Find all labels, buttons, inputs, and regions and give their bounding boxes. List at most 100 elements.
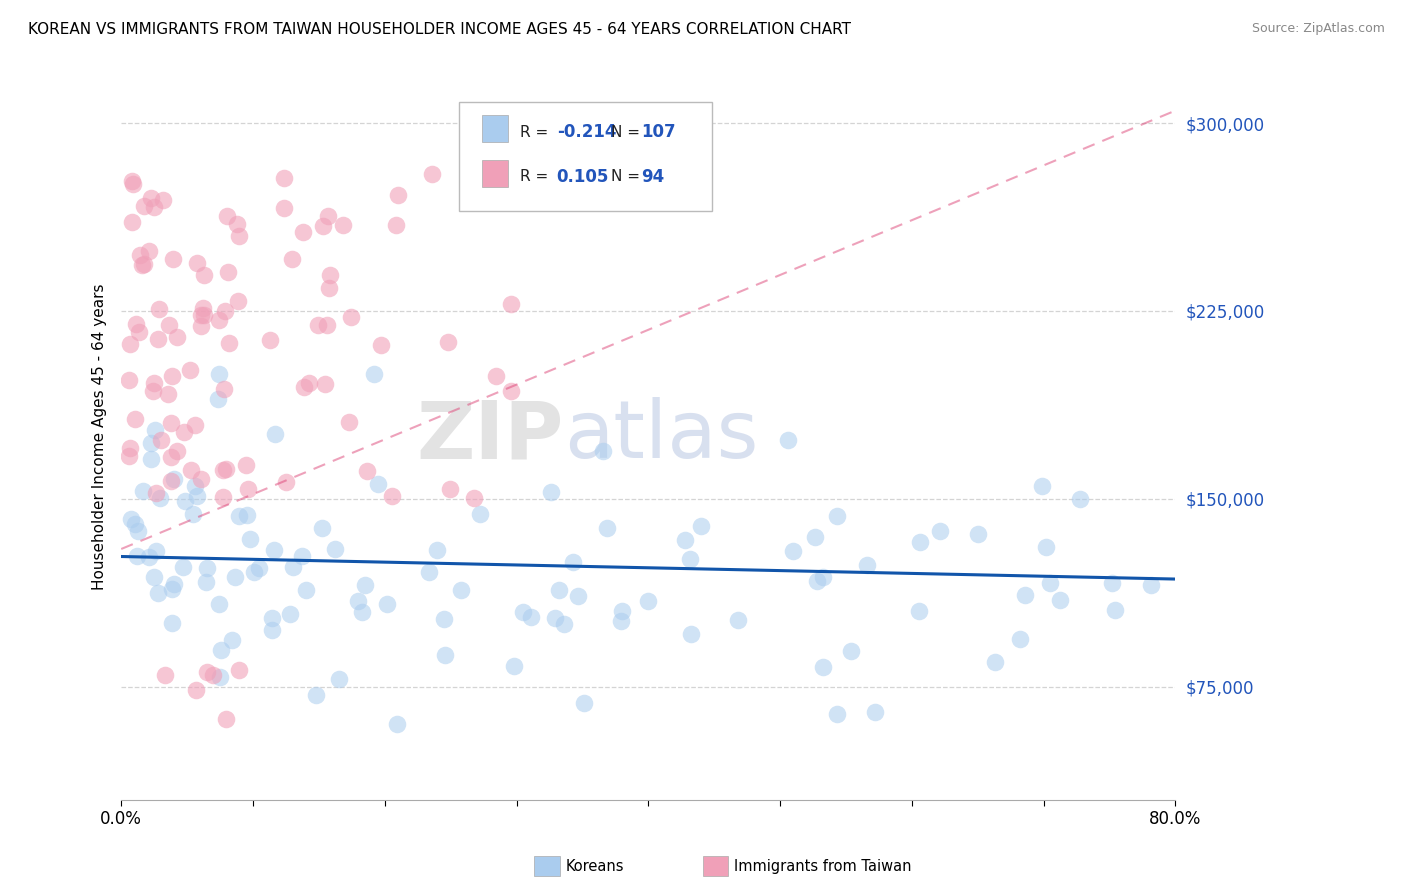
Point bbox=[195, 665, 218, 680]
Point bbox=[553, 616, 575, 631]
FancyBboxPatch shape bbox=[482, 160, 508, 186]
Point bbox=[291, 225, 314, 239]
Point bbox=[592, 444, 614, 458]
Point bbox=[339, 415, 361, 429]
Point bbox=[1014, 588, 1036, 602]
Point bbox=[128, 248, 150, 262]
Point bbox=[1031, 479, 1053, 493]
Point bbox=[224, 570, 246, 584]
Point bbox=[314, 376, 336, 391]
Point bbox=[281, 560, 304, 574]
Point bbox=[217, 210, 239, 224]
Text: N =: N = bbox=[612, 125, 645, 140]
Point bbox=[163, 472, 186, 486]
Point bbox=[278, 607, 301, 621]
Point bbox=[149, 491, 172, 505]
Point bbox=[146, 332, 169, 346]
FancyBboxPatch shape bbox=[458, 102, 711, 211]
Point bbox=[339, 310, 361, 325]
Point bbox=[142, 384, 165, 399]
Point bbox=[215, 462, 238, 476]
Point bbox=[121, 215, 143, 229]
Point bbox=[124, 516, 146, 531]
Point bbox=[562, 555, 585, 569]
Point bbox=[434, 648, 457, 662]
Point bbox=[166, 329, 188, 343]
Text: KOREAN VS IMMIGRANTS FROM TAIWAN HOUSEHOLDER INCOME AGES 45 - 64 YEARS CORRELATI: KOREAN VS IMMIGRANTS FROM TAIWAN HOUSEHO… bbox=[28, 22, 851, 37]
Text: 0.105: 0.105 bbox=[557, 168, 609, 186]
Point bbox=[316, 209, 339, 223]
Point bbox=[274, 475, 297, 489]
Point bbox=[370, 337, 392, 351]
Point bbox=[1104, 603, 1126, 617]
Point bbox=[180, 463, 202, 477]
Point bbox=[1069, 492, 1091, 507]
Point bbox=[163, 577, 186, 591]
Point bbox=[273, 201, 295, 215]
Point bbox=[259, 333, 281, 347]
Point bbox=[236, 508, 259, 522]
Point bbox=[221, 633, 243, 648]
Point bbox=[503, 659, 526, 673]
Point bbox=[433, 612, 456, 626]
Point bbox=[118, 336, 141, 351]
Point bbox=[811, 659, 834, 673]
Point bbox=[825, 707, 848, 722]
Point bbox=[470, 507, 492, 521]
Point bbox=[214, 712, 236, 726]
Point bbox=[145, 544, 167, 558]
Point bbox=[202, 668, 225, 682]
Point bbox=[190, 472, 212, 486]
Point bbox=[839, 643, 862, 657]
Point bbox=[929, 524, 952, 539]
Point bbox=[273, 170, 295, 185]
Point bbox=[139, 191, 162, 205]
Text: ZIP: ZIP bbox=[416, 397, 564, 475]
Point bbox=[318, 280, 340, 294]
Point bbox=[143, 200, 166, 214]
Point bbox=[356, 464, 378, 478]
Point bbox=[439, 482, 461, 496]
Text: atlas: atlas bbox=[564, 397, 758, 475]
Point bbox=[195, 561, 218, 575]
Point bbox=[131, 258, 153, 272]
Point bbox=[173, 494, 195, 508]
Point bbox=[346, 594, 368, 608]
Point bbox=[1039, 575, 1062, 590]
FancyBboxPatch shape bbox=[482, 115, 508, 143]
Point bbox=[540, 484, 562, 499]
Text: Source: ZipAtlas.com: Source: ZipAtlas.com bbox=[1251, 22, 1385, 36]
Point bbox=[145, 423, 167, 437]
Point bbox=[485, 369, 508, 384]
Point bbox=[160, 582, 183, 596]
Point bbox=[247, 561, 270, 575]
Point bbox=[208, 670, 231, 684]
Point bbox=[260, 624, 283, 638]
Point bbox=[160, 416, 183, 430]
Point bbox=[239, 532, 262, 546]
Point bbox=[381, 490, 404, 504]
Point bbox=[132, 257, 155, 271]
Point bbox=[166, 443, 188, 458]
Point bbox=[512, 605, 534, 619]
Point bbox=[160, 450, 183, 464]
Point bbox=[132, 199, 155, 213]
Point bbox=[856, 558, 879, 572]
Point bbox=[806, 574, 828, 589]
Point bbox=[1035, 541, 1057, 555]
Point bbox=[183, 418, 205, 433]
Point bbox=[450, 582, 472, 597]
Point bbox=[228, 229, 250, 244]
Point bbox=[363, 367, 385, 381]
Point bbox=[678, 552, 700, 566]
Point bbox=[207, 367, 229, 381]
Point bbox=[160, 474, 183, 488]
Point bbox=[181, 507, 204, 521]
Point bbox=[776, 434, 799, 448]
Point bbox=[782, 544, 804, 558]
Point bbox=[367, 476, 389, 491]
Point bbox=[350, 605, 373, 619]
Point bbox=[263, 426, 285, 441]
Point bbox=[214, 304, 236, 318]
Point bbox=[125, 549, 148, 563]
